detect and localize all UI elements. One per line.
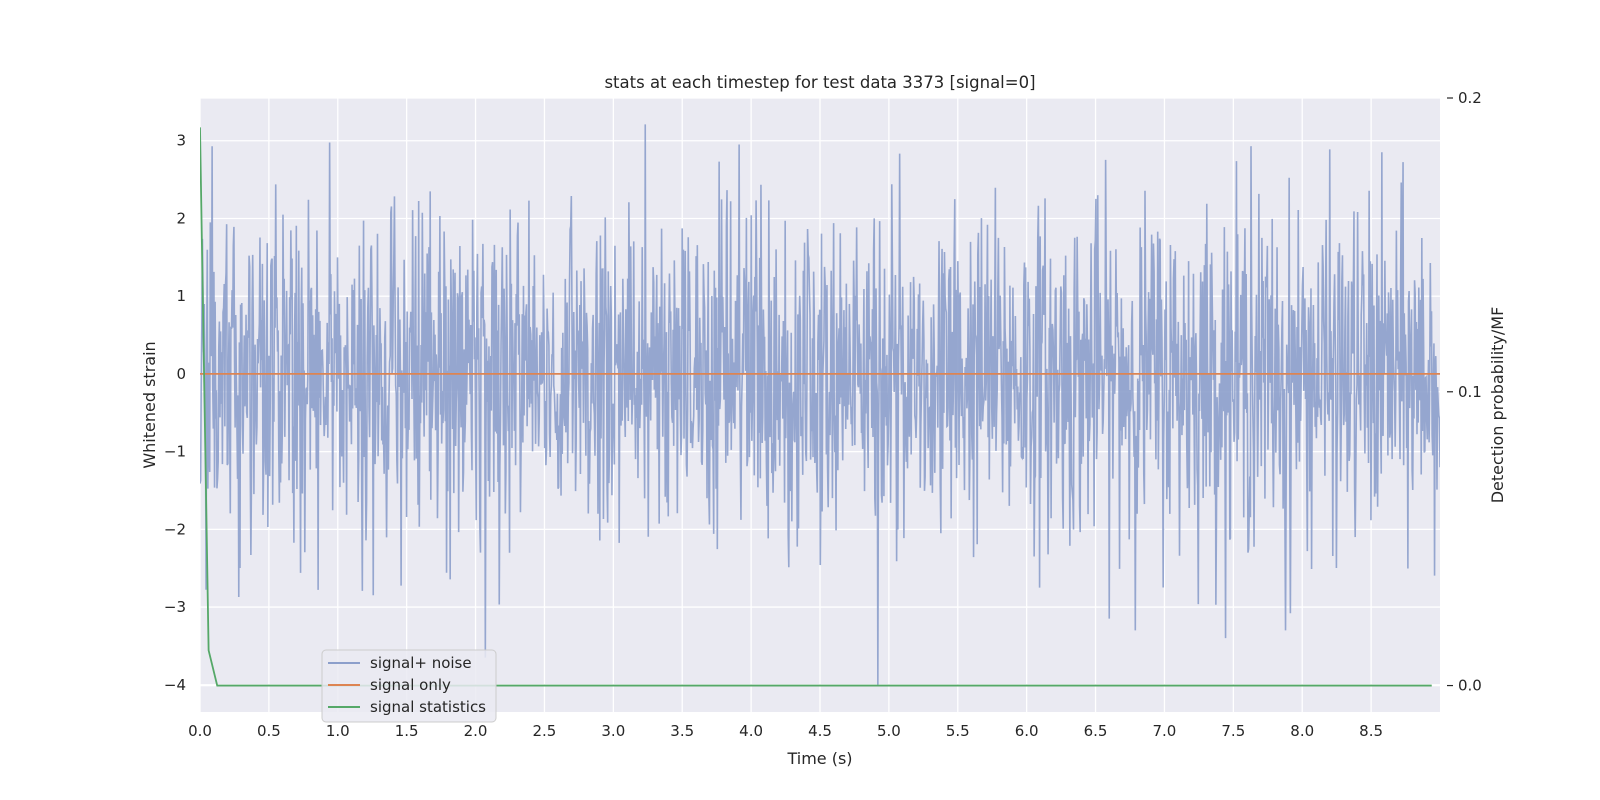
- x-tick-label: 3.0: [601, 722, 625, 740]
- y-tick-label: 1: [176, 287, 186, 305]
- x-tick-label: 7.0: [1153, 722, 1177, 740]
- x-tick-label: 4.5: [808, 722, 832, 740]
- x-tick-label: 8.5: [1359, 722, 1383, 740]
- series-layer: [200, 124, 1440, 687]
- x-tick-label: 7.5: [1221, 722, 1245, 740]
- series-signal-noise-line: [200, 124, 1440, 685]
- x-tick-label: 3.5: [670, 722, 694, 740]
- y-tick-label: −1: [164, 443, 186, 461]
- x-tick-label: 2.5: [533, 722, 557, 740]
- x-tick-label: 1.0: [326, 722, 350, 740]
- legend-entry-label: signal+ noise: [370, 654, 472, 672]
- y-tick-label: 3: [176, 132, 186, 150]
- x-tick-label: 6.0: [1015, 722, 1039, 740]
- y2-tick-label: 0.2: [1458, 89, 1482, 107]
- legend-entry-label: signal only: [370, 676, 451, 694]
- x-tick-label: 2.0: [464, 722, 488, 740]
- legend-box: [321, 649, 497, 723]
- y2-axis-label: Detection probability/MF: [1488, 307, 1507, 504]
- chart-title: stats at each timestep for test data 337…: [604, 73, 1035, 92]
- x-axis-label: Time (s): [786, 749, 852, 768]
- y-tick-label: −3: [164, 598, 186, 616]
- y-axis-label: Whitened strain: [140, 341, 159, 468]
- x-tick-label: 5.0: [877, 722, 901, 740]
- x-tick-label: 4.0: [739, 722, 763, 740]
- legend: signal+ noise signal only signal statistic…: [321, 649, 497, 723]
- legend-entry-label: signal statistics: [370, 698, 486, 716]
- x-tick-label: 1.5: [395, 722, 419, 740]
- x-tick-label: 6.5: [1084, 722, 1108, 740]
- x-tick-label: 5.5: [946, 722, 970, 740]
- y-tick-label: −2: [164, 520, 186, 538]
- y-tick-label: 2: [176, 209, 186, 227]
- x-tick-label: 0.0: [188, 722, 212, 740]
- x-tick-label: 8.0: [1290, 722, 1314, 740]
- y2-tick-label: 0.0: [1458, 677, 1482, 695]
- tick-labels: 0.0 0.5 1.0 1.5 2.0 2.5 3.0 3.5 4.0 4.5 5.0 5.5 6.0 6…: [164, 89, 1482, 740]
- y-tick-label: 0: [176, 365, 186, 383]
- x-tick-label: 0.5: [257, 722, 281, 740]
- y2-tick-label: 0.1: [1458, 383, 1482, 401]
- series-signal-statistics-line: [200, 127, 1432, 687]
- y-tick-label: −4: [164, 676, 186, 694]
